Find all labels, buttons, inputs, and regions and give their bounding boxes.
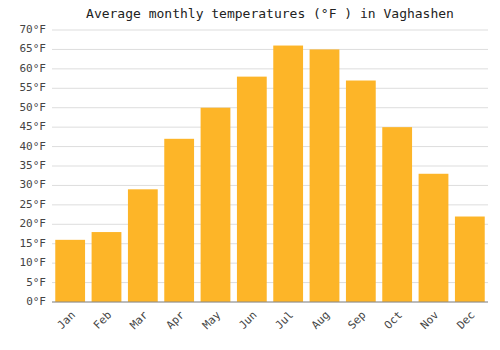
x-tick-label: Dec <box>454 309 477 332</box>
grid <box>52 30 488 302</box>
bar <box>273 46 303 302</box>
grid-line <box>52 68 488 69</box>
x-tick-label: Oct <box>382 309 405 332</box>
bar <box>419 174 449 302</box>
x-tick-label: Jul <box>273 309 296 332</box>
bar <box>92 232 122 302</box>
grid-line <box>52 88 488 89</box>
x-tick-label: Mar <box>127 308 151 332</box>
grid-line <box>52 127 488 128</box>
y-tick-label: 50°F <box>20 101 47 114</box>
x-tick-label: Jun <box>236 309 259 332</box>
x-tick-label: May <box>200 308 224 332</box>
y-tick-label: 40°F <box>20 140 47 153</box>
y-tick-label: 70°F <box>20 23 47 36</box>
grid-line <box>52 166 488 167</box>
x-tick-label: Aug <box>309 309 332 332</box>
x-tick-label: Nov <box>418 308 442 332</box>
x-tick-label: Sep <box>345 309 368 332</box>
grid-line <box>52 146 488 147</box>
grid-line <box>52 30 488 31</box>
chart-container: 0°F 5°F 10°F 15°F 20°F 25°F 30°F 35°F 40°F 45°F 50… <box>0 0 500 350</box>
y-tick-label: 5°F <box>26 276 46 289</box>
bar <box>346 81 376 302</box>
bar <box>201 108 231 302</box>
bar <box>382 127 412 302</box>
y-tick-label: 45°F <box>20 120 47 133</box>
y-tick-label: 25°F <box>20 198 47 211</box>
x-axis: Jan Feb Mar Apr May Jun Jul Aug Sep Oct Nov Dec <box>55 308 478 332</box>
y-tick-label: 65°F <box>20 42 47 55</box>
title: Average monthly temperatures (°F ) in Va… <box>86 6 454 21</box>
y-tick-label: 20°F <box>20 217 47 230</box>
bar <box>164 139 194 302</box>
bar <box>237 77 267 302</box>
grid-line <box>52 302 488 303</box>
bars <box>55 46 484 302</box>
y-axis: 0°F 5°F 10°F 15°F 20°F 25°F 30°F 35°F 40°F 45°F 50… <box>20 23 47 308</box>
chart: 0°F 5°F 10°F 15°F 20°F 25°F 30°F 35°F 40°F 45°F 50… <box>0 0 500 350</box>
y-tick-label: 60°F <box>20 62 47 75</box>
x-tick-label: Apr <box>164 308 188 332</box>
y-tick-label: 35°F <box>20 159 47 172</box>
y-tick-label: 0°F <box>26 295 46 308</box>
grid-line <box>52 107 488 108</box>
bar <box>310 49 340 302</box>
x-tick-label: Feb <box>91 309 114 332</box>
y-tick-label: 10°F <box>20 256 47 269</box>
y-tick-label: 55°F <box>20 81 47 94</box>
x-tick-label: Jan <box>55 309 78 332</box>
y-tick-label: 30°F <box>20 178 47 191</box>
grid-line <box>52 49 488 50</box>
y-tick-label: 15°F <box>20 237 47 250</box>
x-axis-line <box>52 302 488 303</box>
bar <box>455 217 485 302</box>
bar <box>128 189 158 302</box>
bar <box>55 240 85 302</box>
